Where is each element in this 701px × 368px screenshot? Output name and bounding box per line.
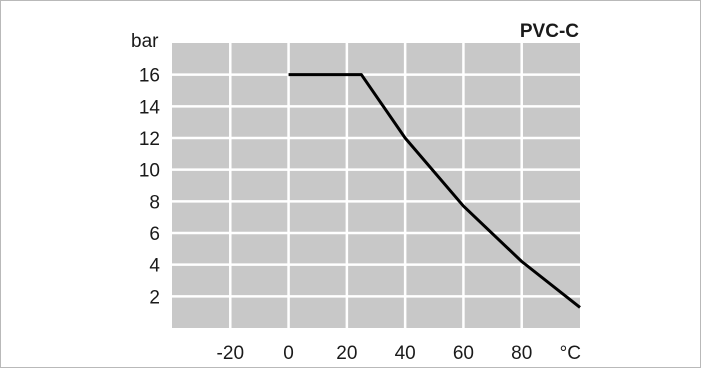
x-tick-labels: -20 0 20 40 60 80 bbox=[217, 343, 533, 364]
x-tick-label: 80 bbox=[511, 343, 532, 364]
y-tick-labels: 2 4 6 8 10 12 14 16 bbox=[139, 66, 161, 309]
plot-area bbox=[172, 43, 580, 328]
y-tick-label: 6 bbox=[149, 224, 160, 245]
y-tick-label: 2 bbox=[149, 287, 160, 308]
x-axis-label: °C bbox=[560, 343, 581, 364]
y-tick-label: 12 bbox=[139, 129, 160, 150]
x-tick-label: 60 bbox=[453, 343, 474, 364]
y-tick-label: 14 bbox=[139, 97, 161, 118]
y-axis-label: bar bbox=[131, 31, 159, 52]
y-tick-label: 10 bbox=[139, 161, 160, 182]
x-tick-label: 40 bbox=[395, 343, 416, 364]
chart-title: PVC-C bbox=[520, 21, 579, 42]
y-tick-label: 4 bbox=[149, 256, 160, 277]
y-tick-label: 16 bbox=[139, 66, 160, 87]
y-tick-label: 8 bbox=[149, 192, 160, 213]
x-tick-label: 20 bbox=[336, 343, 357, 364]
x-tick-label: -20 bbox=[217, 343, 244, 364]
grid-lines bbox=[172, 43, 580, 328]
x-tick-label: 0 bbox=[283, 343, 294, 364]
series-line bbox=[288, 73, 581, 309]
